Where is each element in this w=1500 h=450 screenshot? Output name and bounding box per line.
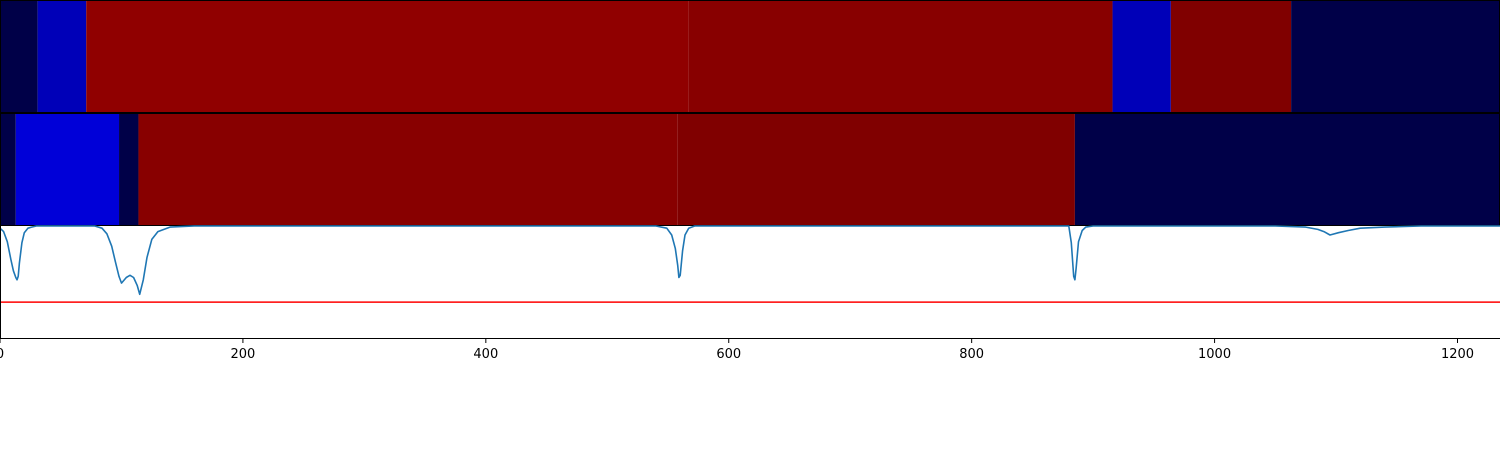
heatmap-middle-segment-5	[1074, 114, 1500, 225]
x-tick-label-600: 600	[716, 347, 741, 362]
x-tick-label-0: 0	[0, 347, 4, 362]
x-tick-label-400: 400	[473, 347, 498, 362]
heatmap-top-segment-2	[86, 1, 689, 112]
heatmap-middle-segment-4	[677, 114, 1075, 225]
heatmap-middle-segment-1	[15, 114, 120, 225]
heatmap-top-segment-4	[1112, 1, 1171, 112]
heatmap-middle-segment-2	[119, 114, 139, 225]
x-tick-label-800: 800	[959, 347, 984, 362]
heatmap-middle-panel	[0, 113, 1500, 226]
line-plot-panel	[0, 225, 1500, 339]
x-tick-label-1000: 1000	[1198, 347, 1231, 362]
heatmap-top-segment-6	[1291, 1, 1500, 112]
heatmap-top-segment-1	[37, 1, 87, 112]
heatmap-top-segment-3	[688, 1, 1113, 112]
series-line-0	[0, 225, 1500, 296]
heatmap-top-segment-0	[0, 1, 38, 112]
line-panel-background	[0, 226, 1500, 338]
heatmap-top-segment-5	[1170, 1, 1292, 112]
x-tick-label-200: 200	[231, 347, 256, 362]
x-axis: 0 200 400 600 800 1000 1200	[0, 338, 1474, 362]
heatmap-middle-segment-3	[138, 114, 678, 225]
x-tick-label-1200: 1200	[1441, 347, 1474, 362]
heatmap-middle-segment-0	[0, 114, 16, 225]
heatmap-top-panel	[0, 0, 1500, 113]
